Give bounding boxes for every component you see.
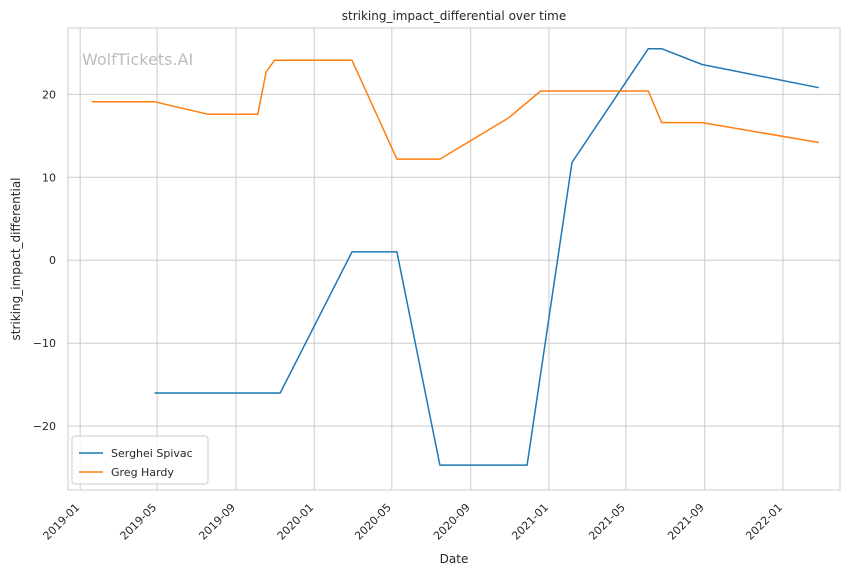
- series-layer: [91, 47, 819, 466]
- legend: Serghei Spivac Greg Hardy: [71, 435, 209, 485]
- x-tick-label: 2020-09: [431, 501, 473, 543]
- x-tick-label: 2019-05: [118, 501, 160, 543]
- x-tick-label: 2021-01: [509, 501, 551, 543]
- legend-box: [71, 435, 209, 485]
- x-tick-label: 2021-05: [586, 501, 628, 543]
- y-tick-label: 0: [49, 254, 56, 267]
- series-line-greg-hardy: [91, 59, 819, 160]
- x-tick-label: 2020-01: [275, 501, 317, 543]
- plot-frame: [67, 27, 841, 491]
- legend-label-serghei-spivac: Serghei Spivac: [111, 447, 193, 460]
- watermark-text: WolfTickets.AI: [82, 50, 193, 69]
- x-tick-label: 2019-01: [41, 501, 83, 543]
- y-tick-label: −10: [33, 337, 56, 350]
- x-tick-label: 2020-05: [352, 501, 394, 543]
- y-tick-label: −20: [33, 420, 56, 433]
- x-tick-label: 2019-09: [196, 501, 238, 543]
- chart-title: striking_impact_differential over time: [342, 9, 567, 23]
- y-tick-label: 10: [42, 171, 56, 184]
- x-tick-label: 2022-01: [743, 501, 785, 543]
- y-tick-label: 20: [42, 88, 56, 101]
- plot-background: [68, 28, 840, 490]
- x-axis-label: Date: [440, 552, 469, 566]
- y-axis-label: striking_impact_differential: [9, 177, 23, 340]
- series-line-serghei-spivac: [154, 47, 819, 466]
- legend-label-greg-hardy: Greg Hardy: [111, 466, 174, 479]
- grid-layer: [68, 28, 840, 490]
- x-tick-label: 2021-09: [665, 501, 707, 543]
